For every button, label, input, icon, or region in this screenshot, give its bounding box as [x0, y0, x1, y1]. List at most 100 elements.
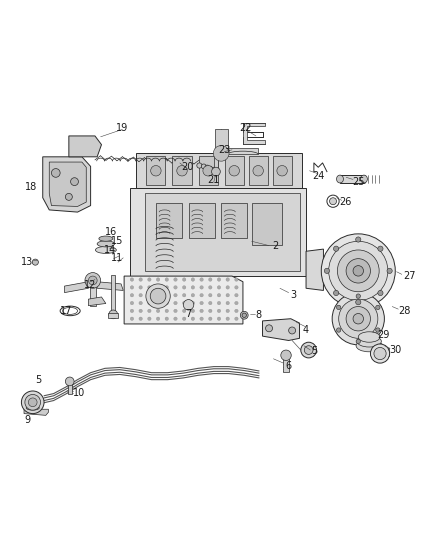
Text: 18: 18 [25, 182, 37, 192]
Circle shape [346, 259, 371, 283]
Circle shape [376, 305, 380, 310]
Bar [249, 156, 268, 184]
Circle shape [148, 294, 151, 297]
Circle shape [226, 286, 230, 289]
Bar [283, 356, 289, 372]
Circle shape [32, 259, 39, 265]
Circle shape [156, 286, 160, 289]
Polygon shape [145, 193, 300, 271]
Circle shape [336, 305, 341, 310]
Circle shape [226, 301, 230, 305]
Circle shape [226, 294, 230, 297]
Circle shape [371, 344, 390, 363]
Bar [340, 175, 364, 183]
Text: 22: 22 [240, 123, 252, 133]
Circle shape [235, 309, 238, 313]
Circle shape [200, 278, 203, 281]
Text: 15: 15 [110, 236, 123, 246]
Circle shape [333, 290, 339, 296]
Circle shape [156, 309, 160, 313]
Polygon shape [130, 188, 306, 276]
Circle shape [226, 317, 230, 320]
Circle shape [229, 166, 240, 176]
Circle shape [65, 193, 72, 200]
Circle shape [148, 278, 151, 281]
Bar [225, 156, 244, 184]
Circle shape [174, 309, 177, 313]
Text: 13: 13 [21, 257, 34, 267]
Bar [108, 313, 118, 318]
Circle shape [356, 294, 360, 298]
Circle shape [235, 294, 238, 297]
Text: 23: 23 [218, 145, 230, 155]
Circle shape [217, 301, 221, 305]
Circle shape [130, 294, 134, 297]
Text: 25: 25 [352, 176, 364, 187]
Text: 11: 11 [111, 253, 123, 263]
Polygon shape [43, 157, 91, 212]
Polygon shape [124, 276, 243, 324]
Circle shape [130, 309, 134, 313]
Bar [215, 130, 228, 154]
Circle shape [235, 278, 238, 281]
Circle shape [304, 346, 313, 354]
Bar [188, 204, 215, 238]
Circle shape [265, 325, 272, 332]
Circle shape [277, 166, 287, 176]
Circle shape [208, 309, 212, 313]
Circle shape [208, 294, 212, 297]
Text: 8: 8 [255, 310, 261, 320]
Circle shape [165, 301, 169, 305]
Circle shape [235, 286, 238, 289]
Text: 5: 5 [311, 346, 318, 357]
Circle shape [156, 301, 160, 305]
Circle shape [387, 268, 392, 273]
Circle shape [88, 276, 97, 285]
Text: 2: 2 [272, 240, 279, 251]
Polygon shape [136, 154, 302, 188]
Polygon shape [262, 319, 300, 341]
Text: 30: 30 [389, 345, 401, 355]
Circle shape [165, 309, 169, 313]
Bar [272, 156, 292, 184]
Circle shape [212, 167, 220, 176]
Circle shape [191, 301, 194, 305]
Bar [67, 382, 72, 393]
Circle shape [150, 288, 166, 304]
Circle shape [139, 309, 142, 313]
Text: 17: 17 [60, 306, 72, 316]
Circle shape [289, 327, 296, 334]
Circle shape [85, 272, 101, 288]
Text: 14: 14 [104, 245, 117, 255]
Bar [90, 279, 96, 305]
Circle shape [148, 301, 151, 305]
Circle shape [174, 278, 177, 281]
Circle shape [130, 286, 134, 289]
Circle shape [51, 168, 60, 177]
Circle shape [165, 294, 169, 297]
Circle shape [353, 313, 364, 324]
Circle shape [130, 278, 134, 281]
Circle shape [139, 301, 142, 305]
Bar [156, 204, 182, 238]
Circle shape [217, 278, 221, 281]
Circle shape [226, 309, 230, 313]
Circle shape [183, 286, 186, 289]
Circle shape [177, 166, 187, 176]
Bar [228, 148, 258, 154]
Circle shape [240, 311, 248, 319]
Polygon shape [69, 136, 102, 157]
Circle shape [174, 301, 177, 305]
Polygon shape [88, 297, 106, 305]
Text: 28: 28 [398, 306, 410, 316]
Circle shape [200, 286, 203, 289]
Circle shape [139, 278, 142, 281]
Text: 3: 3 [290, 290, 296, 300]
Ellipse shape [336, 175, 343, 183]
Circle shape [376, 328, 380, 332]
Ellipse shape [356, 340, 382, 352]
Circle shape [191, 317, 194, 320]
Circle shape [242, 313, 247, 318]
Circle shape [208, 317, 212, 320]
Circle shape [183, 278, 186, 281]
